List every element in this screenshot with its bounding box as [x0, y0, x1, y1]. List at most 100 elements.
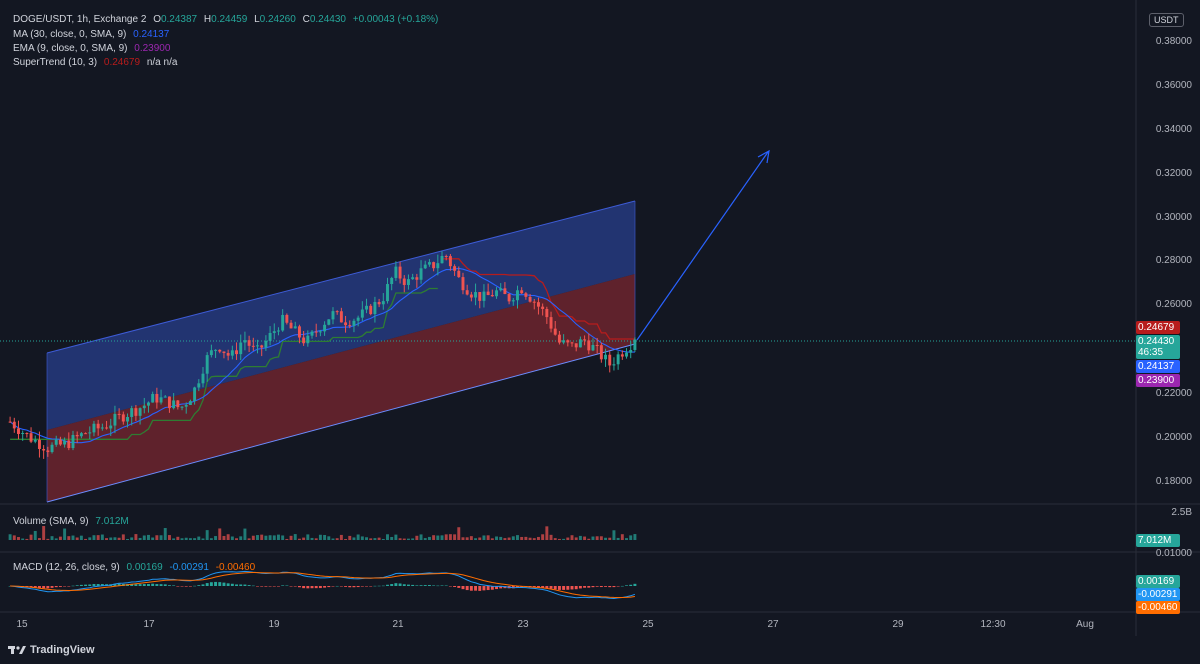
volume-legend[interactable]: Volume (SMA, 9) 7.012M	[13, 515, 133, 528]
macd-histogram-bar	[260, 586, 264, 587]
candle-body	[297, 326, 301, 338]
macd-histogram-bar	[406, 584, 410, 586]
volume-bar	[499, 536, 503, 540]
candle-body	[260, 345, 264, 348]
volume-bar	[486, 535, 490, 540]
macd-histogram-bar	[251, 585, 255, 587]
ma-legend[interactable]: MA (30, close, 0, SMA, 9) 0.24137	[13, 28, 173, 41]
candles[interactable]	[8, 251, 637, 459]
macd-histogram-bar	[226, 583, 230, 586]
macd-histogram-bar	[100, 584, 104, 586]
candle-body	[390, 277, 394, 285]
macd-histogram-bar	[398, 583, 402, 586]
candle-body	[528, 296, 532, 302]
macd-histogram-bar	[553, 586, 557, 590]
macd-histogram-bar	[151, 583, 155, 586]
macd-histogram-bar	[390, 584, 394, 586]
price-tick: 0.32000	[1155, 168, 1192, 179]
macd-histogram-bar	[138, 584, 142, 586]
ema-price-tag: 0.23900	[1136, 374, 1180, 387]
candle-body	[381, 301, 385, 305]
price-tick: 0.28000	[1155, 255, 1192, 266]
symbol-title[interactable]: DOGE/USDT, 1h, Exchange 2	[13, 14, 147, 25]
candle-body	[96, 423, 100, 429]
macd-histogram-bar	[616, 586, 620, 587]
candle-body	[482, 291, 486, 301]
price-tick: 0.38000	[1155, 36, 1192, 47]
candle-body	[147, 402, 150, 406]
volume-bar	[205, 530, 209, 540]
channel-lower-line[interactable]	[46, 343, 636, 503]
macd-hist-value: -0.00460	[215, 562, 256, 573]
candle-body	[616, 354, 620, 365]
macd-histogram-bar	[369, 586, 373, 587]
ema-legend[interactable]: EMA (9, close, 0, SMA, 9) 0.23900	[13, 42, 174, 55]
candle-body	[448, 256, 452, 267]
volume-bar	[46, 538, 50, 540]
macd-histogram-bar	[490, 586, 494, 590]
volume-bar	[67, 536, 71, 540]
channel-lower-zone[interactable]	[47, 274, 635, 502]
volume-bars	[8, 526, 637, 540]
volume-bar	[360, 536, 364, 540]
volume-bar	[390, 536, 394, 540]
volume-bar	[419, 534, 423, 540]
symbol-header[interactable]: DOGE/USDT, 1h, Exchange 2 O0.24387 H0.24…	[13, 13, 442, 26]
candle-body	[134, 408, 138, 416]
candle-body	[566, 340, 570, 343]
supertrend-legend[interactable]: SuperTrend (10, 3) 0.24679 n/a n/a	[13, 56, 181, 69]
volume-bar	[616, 537, 620, 540]
channel-upper-line[interactable]	[46, 200, 636, 354]
macd-histogram-bar	[566, 586, 570, 590]
candle-body	[474, 292, 478, 298]
macd-histogram-bar	[541, 586, 545, 588]
volume-bar	[126, 538, 129, 540]
projection-arrow[interactable]	[636, 149, 770, 341]
volume-bar	[251, 535, 255, 540]
candle-body	[12, 421, 16, 429]
supertrend-na: n/a n/a	[146, 57, 178, 68]
candle-body	[205, 355, 209, 374]
volume-bar	[583, 536, 587, 540]
candle-body	[17, 428, 20, 434]
candle-body	[461, 277, 465, 291]
volume-bar	[214, 536, 218, 540]
macd-histogram-bar	[37, 586, 41, 589]
volume-bar	[457, 527, 461, 540]
candle-body	[323, 324, 327, 332]
candle-body	[453, 266, 457, 271]
candle-body	[264, 340, 268, 348]
price-tick: 0.26000	[1155, 299, 1192, 310]
candle-body	[503, 288, 507, 295]
macd-histogram-bar	[633, 583, 637, 586]
volume-bar	[545, 526, 549, 540]
candle-body	[105, 427, 109, 429]
supertrend-line[interactable]	[10, 258, 635, 440]
macd-histogram-bar	[549, 586, 553, 589]
volume-price-tag: 7.012M	[1136, 534, 1180, 547]
candle-body	[42, 448, 46, 451]
macd-histogram-bar	[620, 585, 624, 587]
volume-bar	[8, 534, 12, 540]
volume-bar	[352, 537, 356, 540]
candle-body	[272, 331, 276, 333]
candle-body	[172, 400, 176, 409]
candle-body	[37, 439, 41, 449]
tradingview-logo[interactable]: TradingView	[8, 644, 95, 656]
candle-body	[344, 322, 348, 326]
ma-line[interactable]	[9, 267, 635, 444]
macd-histogram-bar	[264, 586, 268, 587]
candle-body	[226, 353, 230, 356]
volume-axis-tick: 2.5B	[1171, 507, 1192, 518]
macd-histogram-bar	[243, 584, 247, 586]
macd-histogram-bar	[297, 586, 301, 588]
volume-bar	[465, 537, 469, 540]
macd-legend[interactable]: MACD (12, 26, close, 9) 0.00169 -0.00291…	[13, 561, 259, 574]
candle-body	[549, 317, 553, 329]
candle-body	[54, 439, 58, 445]
volume-bar	[620, 534, 624, 540]
time-tick: 15	[16, 619, 28, 630]
candle-body	[256, 345, 259, 347]
currency-button[interactable]: USDT	[1149, 13, 1184, 27]
